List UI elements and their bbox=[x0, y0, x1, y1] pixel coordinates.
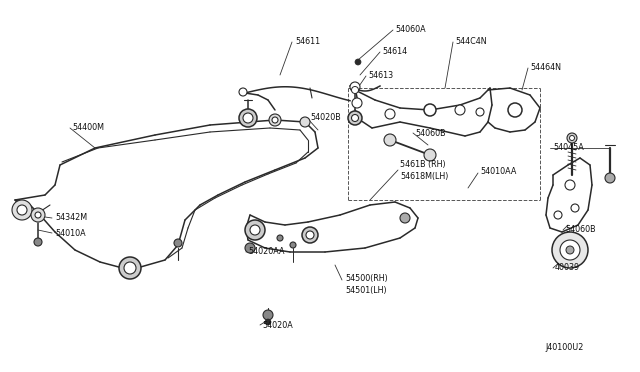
Text: 54500(RH): 54500(RH) bbox=[345, 273, 388, 282]
Circle shape bbox=[351, 87, 358, 93]
Circle shape bbox=[239, 88, 247, 96]
Text: 54613: 54613 bbox=[368, 71, 393, 80]
Circle shape bbox=[455, 105, 465, 115]
Text: 54614: 54614 bbox=[382, 48, 407, 57]
Circle shape bbox=[352, 98, 362, 108]
Circle shape bbox=[265, 319, 271, 325]
Circle shape bbox=[290, 242, 296, 248]
Text: 54342M: 54342M bbox=[55, 214, 87, 222]
Circle shape bbox=[351, 115, 358, 122]
Circle shape bbox=[239, 109, 257, 127]
Circle shape bbox=[245, 220, 265, 240]
Text: 54464N: 54464N bbox=[530, 64, 561, 73]
Text: 5461B (RH): 5461B (RH) bbox=[400, 160, 445, 170]
Text: 54060B: 54060B bbox=[565, 225, 596, 234]
Text: 54501(LH): 54501(LH) bbox=[345, 285, 387, 295]
Circle shape bbox=[348, 111, 362, 125]
Circle shape bbox=[277, 235, 283, 241]
Circle shape bbox=[245, 243, 255, 253]
Circle shape bbox=[400, 213, 410, 223]
Text: 54020A: 54020A bbox=[262, 321, 292, 330]
Circle shape bbox=[571, 204, 579, 212]
Circle shape bbox=[263, 310, 273, 320]
Text: 54060B: 54060B bbox=[415, 128, 445, 138]
Text: 54618M(LH): 54618M(LH) bbox=[400, 173, 449, 182]
Circle shape bbox=[424, 149, 436, 161]
Circle shape bbox=[350, 82, 360, 92]
Circle shape bbox=[17, 205, 27, 215]
Text: 54010A: 54010A bbox=[55, 228, 86, 237]
Circle shape bbox=[565, 180, 575, 190]
Circle shape bbox=[508, 103, 522, 117]
Circle shape bbox=[124, 262, 136, 274]
Circle shape bbox=[12, 200, 32, 220]
Circle shape bbox=[35, 212, 41, 218]
Circle shape bbox=[552, 232, 588, 268]
Circle shape bbox=[355, 59, 361, 65]
Circle shape bbox=[302, 227, 318, 243]
Circle shape bbox=[384, 134, 396, 146]
Text: 54020AA: 54020AA bbox=[248, 247, 285, 257]
Text: 54045A: 54045A bbox=[553, 144, 584, 153]
Text: J40100U2: J40100U2 bbox=[545, 343, 584, 353]
Text: 54060A: 54060A bbox=[395, 26, 426, 35]
Circle shape bbox=[31, 208, 45, 222]
Circle shape bbox=[567, 133, 577, 143]
Circle shape bbox=[243, 113, 253, 123]
Circle shape bbox=[566, 246, 574, 254]
Text: 54611: 54611 bbox=[295, 38, 320, 46]
Text: 40039: 40039 bbox=[555, 263, 580, 273]
Circle shape bbox=[174, 239, 182, 247]
Circle shape bbox=[605, 173, 615, 183]
Text: 54400M: 54400M bbox=[72, 124, 104, 132]
Circle shape bbox=[300, 117, 310, 127]
Circle shape bbox=[306, 231, 314, 239]
Circle shape bbox=[476, 108, 484, 116]
Circle shape bbox=[554, 211, 562, 219]
Circle shape bbox=[34, 238, 42, 246]
Circle shape bbox=[424, 104, 436, 116]
Text: 54010AA: 54010AA bbox=[480, 167, 516, 176]
Text: 54020B: 54020B bbox=[310, 113, 340, 122]
Circle shape bbox=[385, 109, 395, 119]
Text: 544C4N: 544C4N bbox=[455, 38, 486, 46]
Circle shape bbox=[272, 117, 278, 123]
Circle shape bbox=[269, 114, 281, 126]
Circle shape bbox=[250, 225, 260, 235]
Circle shape bbox=[570, 135, 575, 141]
Circle shape bbox=[560, 240, 580, 260]
Circle shape bbox=[119, 257, 141, 279]
